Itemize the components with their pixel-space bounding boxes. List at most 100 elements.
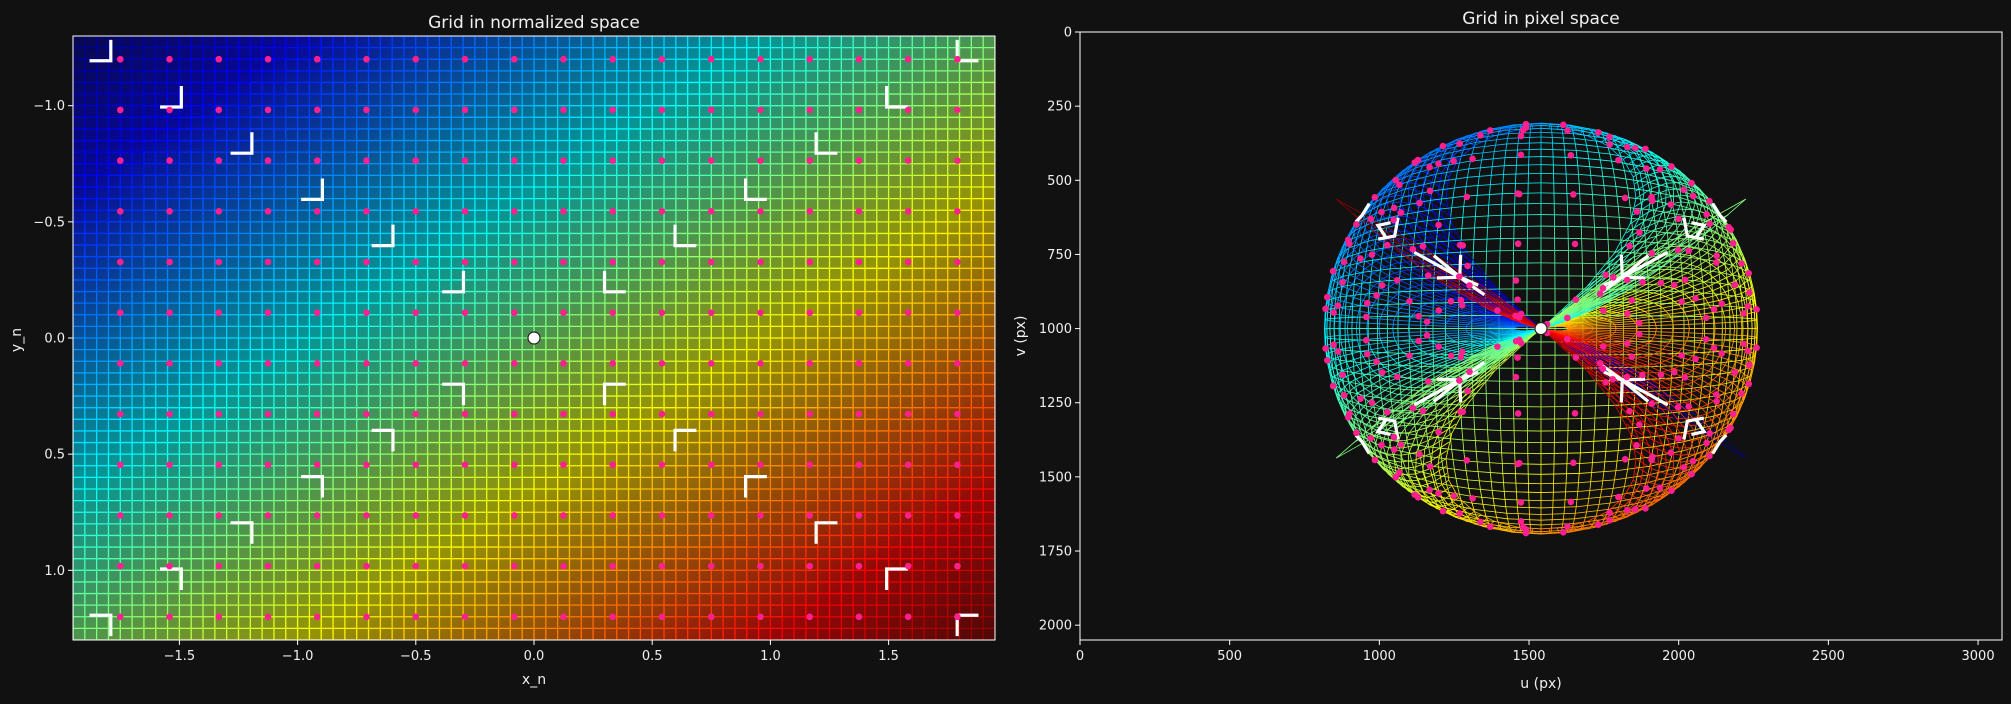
sample-point bbox=[215, 208, 222, 215]
sample-point bbox=[954, 259, 961, 266]
sample-point bbox=[806, 208, 813, 215]
sample-point bbox=[609, 107, 616, 114]
sample-point bbox=[806, 512, 813, 519]
chart-title-normalized: Grid in normalized space bbox=[428, 13, 640, 33]
sample-point bbox=[265, 614, 272, 621]
sample-point bbox=[215, 614, 222, 621]
sample-point bbox=[117, 512, 124, 519]
sample-point bbox=[560, 157, 567, 164]
sample-point bbox=[412, 208, 419, 215]
sample-point bbox=[166, 563, 173, 570]
sample-point bbox=[166, 208, 173, 215]
sample-point bbox=[806, 411, 813, 418]
sample-point bbox=[314, 360, 321, 367]
sample-point bbox=[412, 360, 419, 367]
sample-point bbox=[363, 157, 370, 164]
sample-point bbox=[609, 411, 616, 418]
sample-point bbox=[511, 461, 518, 468]
sample-point bbox=[609, 208, 616, 215]
sample-point bbox=[363, 309, 370, 316]
sample-point bbox=[117, 309, 124, 316]
sample-point bbox=[462, 461, 469, 468]
sample-point bbox=[117, 107, 124, 114]
sample-point bbox=[806, 107, 813, 114]
sample-point bbox=[215, 411, 222, 418]
sample-point bbox=[708, 411, 715, 418]
sample-point bbox=[215, 461, 222, 468]
sample-point bbox=[363, 208, 370, 215]
sample-point bbox=[659, 360, 666, 367]
sample-point bbox=[856, 563, 863, 570]
sample-point bbox=[560, 360, 567, 367]
sample-point bbox=[462, 614, 469, 621]
sample-point bbox=[462, 157, 469, 164]
sample-point bbox=[314, 411, 321, 418]
sample-point bbox=[511, 208, 518, 215]
y-tick-label: 1.0 bbox=[44, 564, 65, 579]
sample-point bbox=[609, 309, 616, 316]
sample-point bbox=[905, 461, 912, 468]
sample-point bbox=[708, 614, 715, 621]
sample-point bbox=[462, 411, 469, 418]
sample-point bbox=[117, 56, 124, 63]
sample-point bbox=[954, 512, 961, 519]
sample-point bbox=[215, 309, 222, 316]
sample-point bbox=[265, 512, 272, 519]
sample-point bbox=[856, 107, 863, 114]
sample-point bbox=[757, 309, 764, 316]
sample-point bbox=[905, 563, 912, 570]
sample-point bbox=[511, 309, 518, 316]
sample-point bbox=[363, 614, 370, 621]
sample-point bbox=[856, 309, 863, 316]
sample-point bbox=[215, 563, 222, 570]
sample-point bbox=[905, 614, 912, 621]
sample-point bbox=[412, 411, 419, 418]
sample-point bbox=[757, 563, 764, 570]
sample-point bbox=[166, 360, 173, 367]
sample-point bbox=[117, 360, 124, 367]
x-tick-label: −1.5 bbox=[164, 649, 196, 664]
sample-point bbox=[265, 56, 272, 63]
sample-point bbox=[708, 309, 715, 316]
sample-point bbox=[659, 107, 666, 114]
sample-point bbox=[215, 157, 222, 164]
sample-point bbox=[412, 56, 419, 63]
sample-point bbox=[757, 411, 764, 418]
x-tick-label: 1.0 bbox=[760, 649, 781, 664]
sample-point bbox=[954, 157, 961, 164]
sample-point bbox=[166, 614, 173, 621]
sample-point bbox=[856, 208, 863, 215]
y-axis-ticks-normalized: −1.0−0.50.00.51.0 bbox=[33, 99, 73, 579]
sample-point bbox=[265, 309, 272, 316]
sample-point bbox=[560, 107, 567, 114]
sample-point bbox=[166, 107, 173, 114]
x-tick-label: 0.0 bbox=[524, 649, 545, 664]
sample-point bbox=[215, 107, 222, 114]
sample-point bbox=[215, 360, 222, 367]
sample-point bbox=[462, 360, 469, 367]
sample-point bbox=[757, 461, 764, 468]
sample-point bbox=[708, 56, 715, 63]
sample-point bbox=[265, 360, 272, 367]
sample-point bbox=[511, 157, 518, 164]
sample-point bbox=[166, 259, 173, 266]
sample-point bbox=[166, 157, 173, 164]
sample-point bbox=[265, 208, 272, 215]
sample-point bbox=[560, 208, 567, 215]
sample-point bbox=[363, 107, 370, 114]
sample-point bbox=[708, 512, 715, 519]
sample-point bbox=[856, 56, 863, 63]
sample-point bbox=[462, 563, 469, 570]
sample-point bbox=[954, 411, 961, 418]
y-tick-label: −1.0 bbox=[33, 99, 65, 114]
sample-point bbox=[314, 309, 321, 316]
x-tick-label: 1.5 bbox=[878, 649, 899, 664]
sample-point bbox=[314, 208, 321, 215]
sample-point bbox=[511, 563, 518, 570]
x-tick-label: −0.5 bbox=[400, 649, 432, 664]
sample-point bbox=[412, 461, 419, 468]
sample-point bbox=[215, 259, 222, 266]
